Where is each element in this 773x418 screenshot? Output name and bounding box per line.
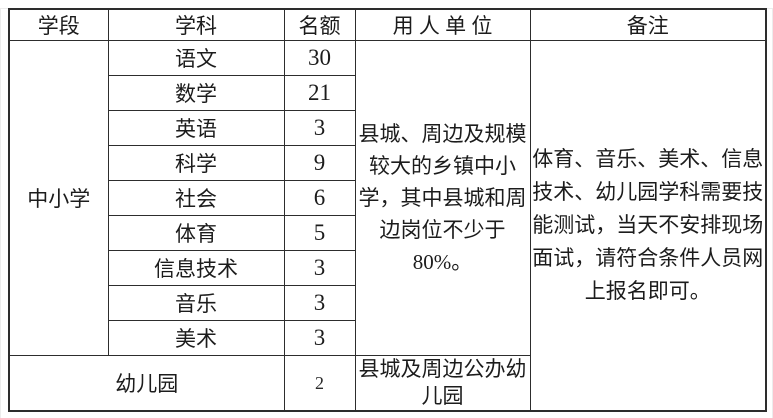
quota-cell: 3: [283, 285, 356, 321]
header-subject: 学科: [107, 8, 285, 41]
header-row: 学段 学科 名额 用 人 单 位 备注: [8, 8, 767, 41]
subject-cell: 体育: [107, 215, 285, 251]
quota-cell: 2: [283, 355, 356, 412]
subject-cell: 信息技术: [107, 250, 285, 286]
table-row-pe: 体育 5: [9, 215, 766, 251]
quota-cell: 3: [283, 110, 356, 146]
header-employer: 用 人 单 位: [354, 8, 531, 41]
table-row-music: 音乐 3: [9, 285, 766, 321]
quota-cell: 6: [283, 180, 356, 216]
recruitment-quota-table: 学段 学科 名额 用 人 单 位 备注 中小学 语文 30 县城、周边及规模较大…: [8, 8, 767, 412]
stage-cell-primary: 中小学: [8, 40, 109, 356]
table-row-math: 数学 21: [9, 75, 766, 111]
header-remark: 备注: [529, 8, 767, 41]
stage-cell-kindergarten: 幼儿园: [8, 355, 285, 412]
quota-cell: 3: [283, 320, 356, 356]
table-row-art: 美术 3: [9, 320, 766, 356]
quota-cell: 5: [283, 215, 356, 251]
quota-cell: 30: [283, 40, 356, 76]
page: { "table": { "headers": { "stage": "学段",…: [0, 8, 773, 418]
subject-cell: 语文: [107, 40, 285, 76]
subject-cell: 音乐: [107, 285, 285, 321]
employer-cell-primary: 县城、周边及规模较大的乡镇中小学，其中县城和周边岗位不少于 80%。: [354, 40, 531, 356]
subject-cell: 科学: [107, 145, 285, 181]
employer-cell-kindergarten: 县城及周边公办幼儿园: [354, 355, 531, 412]
remark-cell: 体育、音乐、美术、信息技术、幼儿园学科需要技能测试，当天不安排现场面试，请符合条…: [529, 40, 767, 412]
subject-cell: 数学: [107, 75, 285, 111]
quota-cell: 21: [283, 75, 356, 111]
header-stage: 学段: [8, 8, 109, 41]
table-row-it: 信息技术 3: [9, 250, 766, 286]
table-row-social: 社会 6: [9, 180, 766, 216]
quota-cell: 9: [283, 145, 356, 181]
subject-cell: 美术: [107, 320, 285, 356]
quota-cell: 3: [283, 250, 356, 286]
table-row-kindergarten: 幼儿园 2 县城及周边公办幼儿园: [8, 355, 766, 412]
table-row-english: 英语 3: [9, 110, 766, 146]
subject-cell: 英语: [107, 110, 285, 146]
subject-cell: 社会: [107, 180, 285, 216]
table-row-chinese: 中小学 语文 30 县城、周边及规模较大的乡镇中小学，其中县城和周边岗位不少于 …: [8, 40, 767, 412]
header-quota: 名额: [283, 8, 356, 41]
